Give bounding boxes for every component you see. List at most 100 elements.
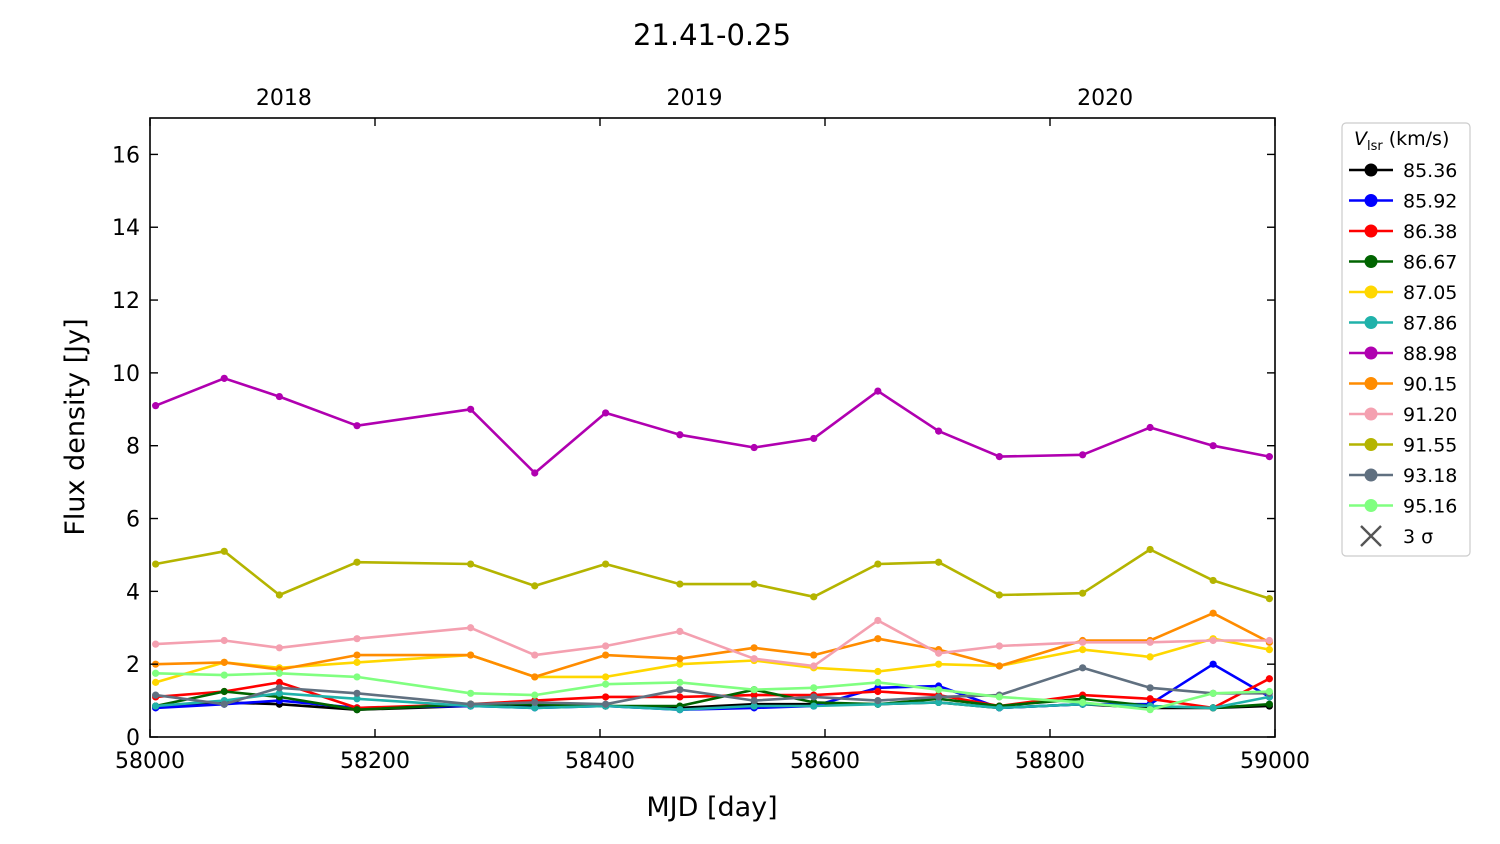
data-point — [275, 678, 283, 686]
data-point — [874, 667, 882, 676]
data-point — [1209, 576, 1217, 585]
legend-swatch-marker — [1364, 438, 1378, 451]
x-tick-label: 59000 — [1240, 749, 1310, 774]
data-point — [1079, 638, 1087, 646]
legend-title-unit: (km/s) — [1389, 128, 1450, 150]
data-point — [676, 686, 684, 694]
data-point — [1209, 636, 1217, 645]
data-point — [602, 651, 610, 659]
data-point — [995, 693, 1003, 701]
data-point — [531, 673, 539, 681]
data-point — [220, 687, 228, 696]
series-line-90.15 — [155, 611, 1270, 679]
data-point — [750, 696, 758, 705]
data-point — [1265, 453, 1273, 461]
data-point — [1079, 646, 1087, 654]
data-point — [602, 673, 610, 681]
data-point — [467, 651, 475, 659]
legend-title-symbol: V — [1354, 128, 1369, 150]
data-point — [810, 684, 818, 692]
data-point — [995, 591, 1003, 599]
data-point — [353, 558, 361, 566]
legend-entry: 87.86 — [1349, 313, 1457, 335]
data-point — [602, 409, 610, 417]
data-point — [531, 582, 539, 590]
data-point — [1265, 595, 1273, 603]
data-point — [935, 558, 943, 566]
y-axis-title: Flux density [Jy] — [60, 318, 91, 535]
top-axis-year-label: 2018 — [256, 86, 312, 111]
data-point — [152, 560, 160, 568]
data-point — [676, 627, 684, 636]
y-tick-label: 6 — [126, 508, 140, 533]
data-point — [353, 658, 361, 666]
legend-swatch-marker — [1364, 407, 1378, 421]
data-point — [1209, 442, 1217, 450]
y-tick-label: 16 — [112, 143, 140, 168]
legend-title: Vlsr (km/s) — [1354, 128, 1449, 154]
data-point — [995, 662, 1003, 670]
data-point — [275, 644, 283, 652]
x-tick-label: 58200 — [340, 749, 410, 774]
data-point — [353, 695, 361, 703]
x-tick-label: 58600 — [790, 749, 860, 774]
data-point — [935, 698, 943, 707]
data-point — [1265, 636, 1273, 645]
data-point — [1079, 451, 1087, 459]
data-point — [676, 431, 684, 439]
data-point — [220, 658, 228, 666]
data-point — [676, 678, 684, 686]
data-point — [531, 704, 539, 712]
data-point — [531, 469, 539, 477]
data-point — [1209, 609, 1217, 617]
legend-label: 86.67 — [1403, 252, 1457, 274]
data-point — [275, 591, 283, 599]
legend-label: 90.15 — [1403, 374, 1457, 396]
data-point — [676, 693, 684, 701]
legend-swatch-marker — [1364, 163, 1378, 177]
data-point — [1079, 589, 1087, 597]
data-point — [874, 687, 882, 696]
data-point — [152, 669, 160, 677]
legend-entry: 88.98 — [1349, 343, 1457, 365]
legend-swatch-marker — [1364, 194, 1378, 207]
ticks-layer: 58000 58200 58400 58600 58800 59000 0 2 4 6 8 10 12 1… — [112, 86, 1310, 774]
data-point — [995, 453, 1003, 461]
data-point — [810, 662, 818, 670]
data-point — [810, 651, 818, 659]
data-point — [1265, 675, 1273, 683]
data-point — [531, 651, 539, 659]
y-tick-label: 0 — [126, 726, 140, 751]
data-point — [220, 700, 228, 708]
data-point — [467, 405, 475, 413]
legend-swatch-marker — [1364, 316, 1378, 329]
legend-entry: 90.15 — [1349, 374, 1457, 396]
data-point — [353, 635, 361, 643]
data-point — [676, 655, 684, 663]
data-point — [1265, 646, 1273, 654]
legend-label: 93.18 — [1403, 465, 1457, 487]
legend-entry: 87.05 — [1349, 282, 1457, 304]
legend-label: 86.38 — [1403, 221, 1457, 243]
data-point — [1146, 695, 1154, 703]
data-point — [467, 700, 475, 708]
series-line-91.20 — [155, 619, 1270, 668]
data-point — [275, 684, 283, 692]
data-point — [1209, 660, 1217, 668]
data-point — [676, 660, 684, 668]
data-point — [874, 560, 882, 568]
data-point — [1265, 700, 1273, 708]
legend: Vlsr (km/s) 85.36 85.92 86.38 86.67 87.05 87.8… — [1341, 122, 1471, 557]
data-point — [750, 644, 758, 652]
data-point — [874, 696, 882, 705]
data-point — [810, 593, 818, 601]
legend-label: 88.98 — [1403, 343, 1457, 365]
data-point — [531, 691, 539, 699]
data-point — [1146, 638, 1154, 646]
data-point — [750, 686, 758, 694]
data-point — [810, 434, 818, 443]
data-point — [995, 704, 1003, 712]
data-point — [750, 702, 758, 710]
data-point — [467, 689, 475, 697]
